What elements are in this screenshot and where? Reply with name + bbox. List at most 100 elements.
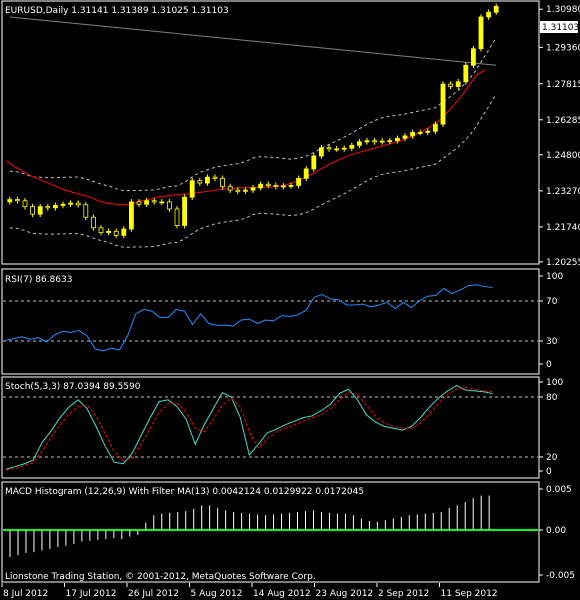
date-label: 26 Jul 2012 (128, 589, 179, 599)
price-label: 1.30980 (546, 5, 580, 15)
stoch-header: Stoch(5,3,3) 87.0394 89.5590 (5, 382, 141, 392)
candle-body (174, 208, 180, 226)
candle-body (318, 147, 324, 157)
candle-body (7, 199, 13, 203)
price-axis: 1.30980 1.29360 1.27815 1.26285 1.24800 1.232… (539, 5, 580, 268)
rsi-line (5, 284, 493, 352)
candle-body (189, 180, 195, 198)
macd-pane-border (1, 481, 540, 583)
candle-body (53, 205, 58, 209)
candle-body (106, 230, 111, 233)
stoch-pane-border (1, 376, 540, 479)
candle-body (296, 177, 302, 186)
candle-body (75, 202, 81, 206)
rsi-level-label: 70 (546, 297, 558, 307)
candle-body (440, 83, 446, 125)
candle-body (334, 148, 340, 151)
candle-body (83, 204, 89, 218)
lower-band (9, 93, 497, 248)
macd-level-label: -0.005 (546, 571, 575, 581)
current-price-text: 1.31103 (542, 23, 579, 33)
candle-body (448, 83, 454, 87)
price-label: 1.24800 (546, 151, 580, 161)
candle-body (235, 189, 241, 192)
stoch-level-label: 100 (546, 378, 563, 388)
macd-header: MACD Histogram (12,26,9) With Filter MA(… (5, 487, 364, 497)
candle-body (364, 140, 370, 143)
candle-body (68, 202, 73, 205)
macd-level-label: 0.005 (546, 485, 572, 495)
stoch-signal-series (5, 386, 493, 471)
candle-body (227, 186, 233, 191)
candle-body (349, 144, 355, 149)
candle-body (182, 196, 188, 226)
candle-body (455, 81, 461, 87)
fast-moving-average (5, 69, 486, 206)
candle-body (22, 200, 28, 208)
fast-ma-line (5, 69, 486, 206)
candle-body (98, 227, 104, 233)
candle-body (242, 189, 248, 192)
rsi-level-label: 30 (546, 337, 558, 347)
candle-body (197, 180, 203, 184)
stoch-main-series (5, 384, 493, 470)
candle-body (379, 140, 385, 143)
candle-body (493, 5, 499, 13)
candle-body (470, 48, 476, 66)
candle-body (128, 201, 134, 230)
candle-body (151, 200, 157, 203)
stoch-level-label: 20 (546, 453, 558, 463)
candle-body (30, 206, 36, 215)
candle-body (432, 123, 438, 132)
candle-body (463, 64, 469, 83)
date-label: 2 Sep 2012 (378, 589, 429, 599)
candle-body (341, 147, 347, 150)
candle-body (204, 176, 210, 184)
rsi-series (5, 284, 493, 352)
price-label: 1.23270 (546, 187, 580, 197)
candle-body (387, 140, 393, 143)
stoch-lines (5, 384, 493, 471)
date-axis: 8 Jul 2012 17 Jul 2012 26 Jul 2012 5 Aug 20… (1, 583, 498, 599)
candle-body (372, 140, 378, 143)
candle-body (280, 185, 286, 188)
candle-body (60, 203, 66, 206)
candle-body (326, 147, 332, 150)
macd-histogram (9, 495, 490, 558)
candle-body (288, 185, 294, 187)
candle-body (425, 130, 431, 133)
upper-band (9, 37, 497, 192)
candle-body (37, 206, 43, 215)
long-ma-line (9, 16, 497, 66)
candle-body (486, 11, 492, 18)
price-label: 1.26285 (546, 116, 580, 126)
price-label: 1.27815 (546, 80, 580, 90)
candle-body (113, 230, 119, 236)
stoch-level-label: 80 (546, 393, 558, 403)
rsi-header: RSI(7) 86.8633 (5, 275, 72, 285)
current-price-tag (540, 21, 578, 33)
candle-body (394, 137, 400, 142)
candle-body (45, 206, 51, 209)
candle-body (212, 176, 218, 179)
candle-body (311, 155, 317, 170)
copyright-text: Lionstone Trading Station, © 2001-2012, … (5, 572, 316, 582)
price-label: 1.29360 (546, 43, 580, 53)
main-pane-border (1, 0, 540, 265)
price-label: 1.20255 (546, 258, 580, 268)
date-label: 23 Aug 2012 (316, 589, 374, 599)
stoch-level-label: 0 (546, 467, 552, 477)
candle-body (478, 16, 484, 50)
date-label: 5 Aug 2012 (191, 589, 243, 599)
macd-level-label: 0.00 (546, 526, 566, 536)
candle-body (402, 135, 408, 139)
candle-body (303, 168, 309, 179)
candle-body (159, 201, 165, 204)
date-label: 11 Sep 2012 (441, 589, 498, 599)
candle-body (410, 132, 416, 137)
candle-body (356, 141, 362, 146)
rsi-level-label: 100 (546, 272, 563, 282)
candle-body (91, 216, 96, 229)
main-header: EURUSD,Daily 1.31141 1.31389 1.31025 1.3… (5, 6, 229, 16)
